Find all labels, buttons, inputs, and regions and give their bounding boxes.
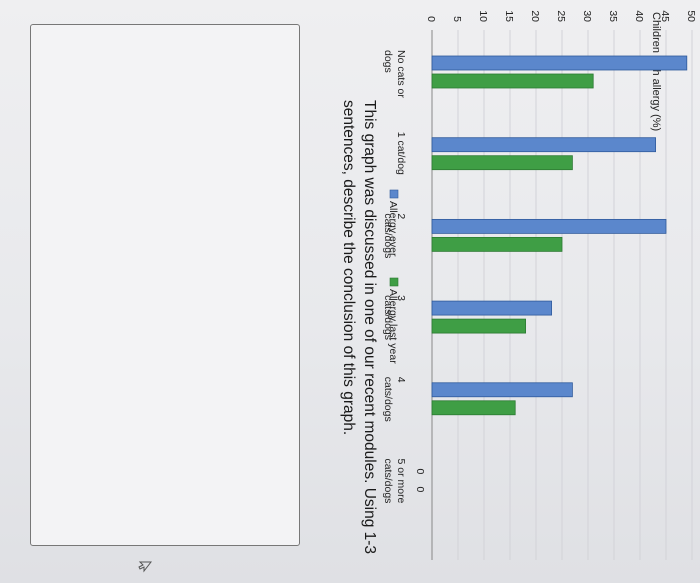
y-tick-label: 5 [451,16,463,22]
y-tick-label: 45 [659,10,671,22]
grid-lines [431,30,693,560]
y-tick-label: 20 [529,10,541,22]
y-tick-label: 0 [425,16,437,22]
question-text: This graph was discussed in one of our r… [340,100,378,555]
x-tick-label: 5 or morecats/dogs [382,458,407,503]
legend-label: Allergy ever [387,201,399,257]
bar-allergy-ever [431,218,667,234]
y-tick-label: 25 [555,10,567,22]
bar-allergy-ever [431,382,573,398]
y-tick-label: 10 [477,10,489,22]
y-tick-label: 35 [607,10,619,22]
legend-label: Allergy last year [387,289,399,364]
y-axis-ticks: 0 5 10 15 20 25 30 35 40 45 50 [425,10,697,22]
bar-allergy-last-year [431,400,516,416]
y-tick-label: 15 [503,10,515,22]
cursor-icon [138,561,152,573]
bars: 00 [414,55,688,493]
x-tick-label: 2cats/dogs [382,213,407,258]
y-axis-label: Children with allergy (%) [650,12,662,131]
zero-value-label: 0 [414,469,426,475]
answer-textbox[interactable] [30,24,300,546]
x-tick-label: No cats ordogs [382,50,407,98]
bar-allergy-last-year [431,73,594,89]
x-tick-label: 3cats/dogs [382,295,407,340]
bar-allergy-last-year [431,236,563,252]
bar-chart: 0 5 10 15 20 25 30 35 40 45 50 Children with aller… [382,10,697,560]
x-axis-labels: No cats ordogs 1 cat/dog 2cats/dogs 3cats/d… [382,50,407,504]
y-tick-label: 40 [633,10,645,22]
bar-allergy-ever [431,300,553,316]
y-tick-label: 50 [685,10,697,22]
x-tick-label: 1 cat/dog [395,132,407,175]
bar-allergy-last-year [431,318,527,334]
zero-value-label: 0 [414,487,426,493]
x-tick-label: 4cats/dogs [382,377,407,422]
legend: Allergy ever Allergy last year [387,189,399,364]
legend-swatch [389,189,399,199]
y-tick-label: 30 [581,10,593,22]
legend-swatch [389,277,399,287]
bar-allergy-ever [431,55,688,71]
bar-allergy-last-year [431,155,573,171]
bar-allergy-ever [431,137,656,153]
